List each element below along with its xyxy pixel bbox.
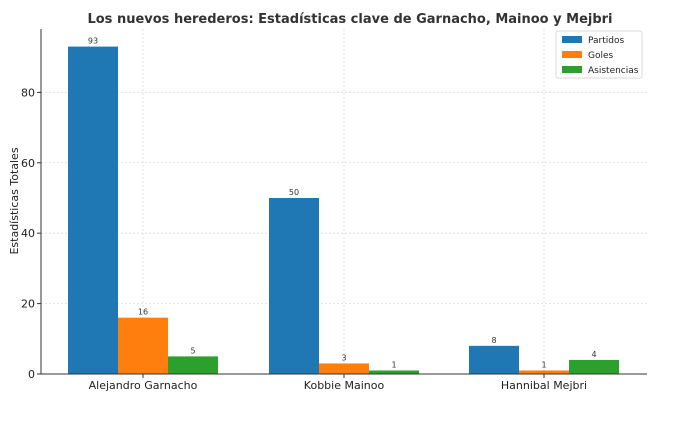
legend: Partidos Goles Asistencias	[555, 30, 643, 79]
bar-goles-2	[319, 363, 369, 374]
grid	[41, 29, 647, 375]
y-tick-label: 60	[21, 157, 35, 170]
bar-partidos-1	[68, 46, 118, 374]
chart-title: Los nuevos herederos: Estadísticas clave…	[87, 12, 612, 27]
bars	[68, 46, 619, 374]
bar-value-label: 5	[190, 346, 195, 355]
legend-label: Asistencias	[588, 66, 639, 76]
y-tick-label: 20	[21, 298, 35, 311]
x-tick-label: Kobbie Mainoo	[304, 379, 385, 392]
bar-goles-1	[118, 317, 168, 374]
x-tick-label: Hannibal Mejbri	[501, 379, 587, 392]
bar-value-label: 93	[88, 37, 98, 46]
y-ticks: 0 20 40 60 80	[21, 86, 41, 381]
y-tick-label: 0	[28, 368, 35, 381]
bar-value-label: 16	[138, 308, 148, 317]
legend-swatch	[562, 51, 582, 58]
y-axis-label: Estadísticas Totales	[8, 147, 21, 254]
bar-value-label: 8	[491, 336, 496, 345]
bar-value-label: 50	[289, 188, 299, 197]
bar-asistencias-1	[168, 356, 218, 374]
legend-swatch	[562, 36, 582, 43]
bar-goles-3	[519, 370, 569, 374]
bar-value-label: 4	[591, 350, 596, 359]
bar-asistencias-2	[369, 370, 419, 374]
y-tick-label: 80	[21, 86, 35, 99]
bar-value-label: 3	[341, 353, 346, 362]
bar-value-label: 1	[391, 360, 396, 369]
bar-partidos-2	[269, 197, 319, 374]
legend-label: Goles	[588, 51, 614, 61]
x-tick-label: Alejandro Garnacho	[89, 379, 198, 392]
y-tick-label: 40	[21, 227, 35, 240]
legend-label: Partidos	[588, 36, 624, 46]
data-labels: 93 16 5 50 3 1 8 1 4	[88, 37, 597, 370]
x-ticks: Alejandro Garnacho Kobbie Mainoo Hannibal …	[89, 374, 587, 392]
bar-asistencias-3	[569, 359, 619, 374]
legend-swatch	[562, 66, 582, 73]
bar-partidos-3	[469, 345, 519, 374]
bar-value-label: 1	[541, 360, 546, 369]
